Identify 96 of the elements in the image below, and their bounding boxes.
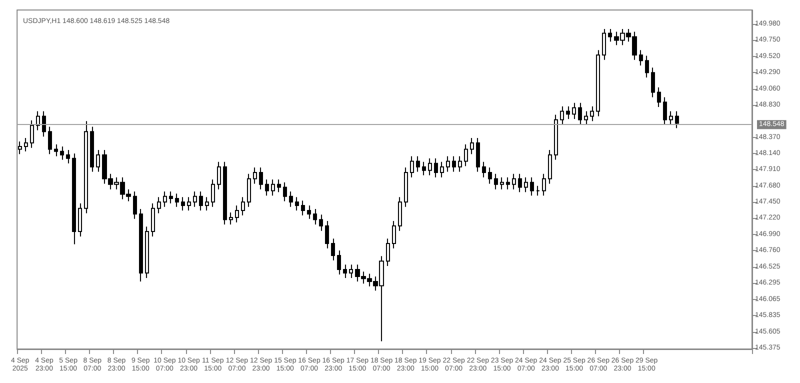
candlestick (518, 173, 522, 193)
candlestick (590, 106, 594, 122)
candlestick (283, 182, 287, 202)
candlestick (440, 161, 444, 178)
candlestick (651, 67, 655, 98)
candlestick (572, 102, 576, 120)
candlestick (645, 55, 649, 78)
candlestick (488, 167, 492, 184)
candlestick (307, 205, 311, 220)
candlestick (253, 167, 257, 184)
candlestick (464, 144, 468, 167)
candlestick (542, 173, 546, 196)
candlestick (566, 106, 570, 120)
candlestick (386, 238, 390, 267)
candlestick (608, 28, 612, 42)
candlestick (349, 264, 353, 278)
candlestick (157, 196, 161, 214)
candlestick (211, 179, 215, 208)
candlestick (187, 196, 191, 211)
candlestick (530, 176, 534, 196)
candlestick (163, 190, 167, 208)
candlestick (217, 161, 221, 190)
candlestick (60, 146, 64, 160)
candlestick (241, 196, 245, 216)
candlestick (36, 110, 40, 131)
candlestick (151, 202, 155, 237)
candlestick (536, 185, 540, 196)
candlestick (265, 179, 269, 196)
candlestick (675, 110, 679, 129)
candlestick (404, 167, 408, 208)
candlestick (482, 161, 486, 178)
candlestick (325, 220, 329, 249)
candlestick (446, 156, 450, 172)
candlestick (48, 126, 52, 155)
candlestick (331, 238, 335, 261)
candlestick (596, 50, 600, 117)
candlestick (145, 226, 149, 278)
candlestick (18, 141, 22, 155)
candlestick (229, 212, 233, 226)
candlestick (313, 208, 317, 226)
candlestick (669, 110, 673, 126)
candlestick (343, 264, 347, 278)
candlestick (295, 196, 299, 211)
candlestick (506, 176, 510, 190)
candlestick (271, 179, 275, 196)
candlestick (24, 138, 28, 152)
candlestick (175, 193, 179, 208)
candlestick (578, 102, 582, 126)
candlestick (663, 96, 667, 126)
candlestick (458, 156, 462, 172)
candlestick (277, 179, 281, 193)
candlestick (54, 144, 58, 157)
candlestick (512, 173, 516, 190)
candlestick (235, 205, 239, 223)
candlestick (247, 173, 251, 208)
candlestick (554, 114, 558, 160)
candlestick (392, 220, 396, 249)
candlestick (181, 196, 185, 211)
candlestick (452, 156, 456, 172)
candlestick (560, 106, 564, 126)
candlestick (133, 190, 137, 220)
candlestick (169, 190, 173, 204)
candlestick (30, 120, 34, 148)
candlestick (66, 149, 70, 164)
candlestick (584, 110, 588, 126)
candlestick (193, 190, 197, 208)
candlestick (548, 149, 552, 184)
candlestick (139, 208, 143, 282)
candlestick (476, 138, 480, 172)
candlestick (434, 158, 438, 178)
candlestick (42, 110, 46, 138)
candlestick (398, 196, 402, 232)
candlestick (289, 190, 293, 208)
candlestick (639, 50, 643, 66)
candlestick (78, 202, 82, 237)
candlestick (422, 161, 426, 176)
candlestick (524, 176, 528, 193)
candlestick (428, 158, 432, 176)
candlestick (223, 161, 227, 226)
candlestick (205, 196, 209, 211)
candlestick (410, 156, 414, 178)
candlestick (199, 190, 203, 211)
candlestick (319, 214, 323, 232)
candlestick (500, 176, 504, 190)
candlestick (416, 156, 420, 172)
candlestick (602, 28, 606, 60)
candlestick (259, 167, 263, 190)
candlestick (494, 173, 498, 190)
candlestick (337, 250, 341, 275)
candlestick (90, 126, 94, 172)
candlestick (72, 152, 76, 245)
candlestick (301, 200, 305, 216)
candlestick (96, 149, 100, 172)
candlestick (84, 120, 88, 214)
candlestick (470, 138, 474, 155)
candlestick (657, 86, 661, 108)
